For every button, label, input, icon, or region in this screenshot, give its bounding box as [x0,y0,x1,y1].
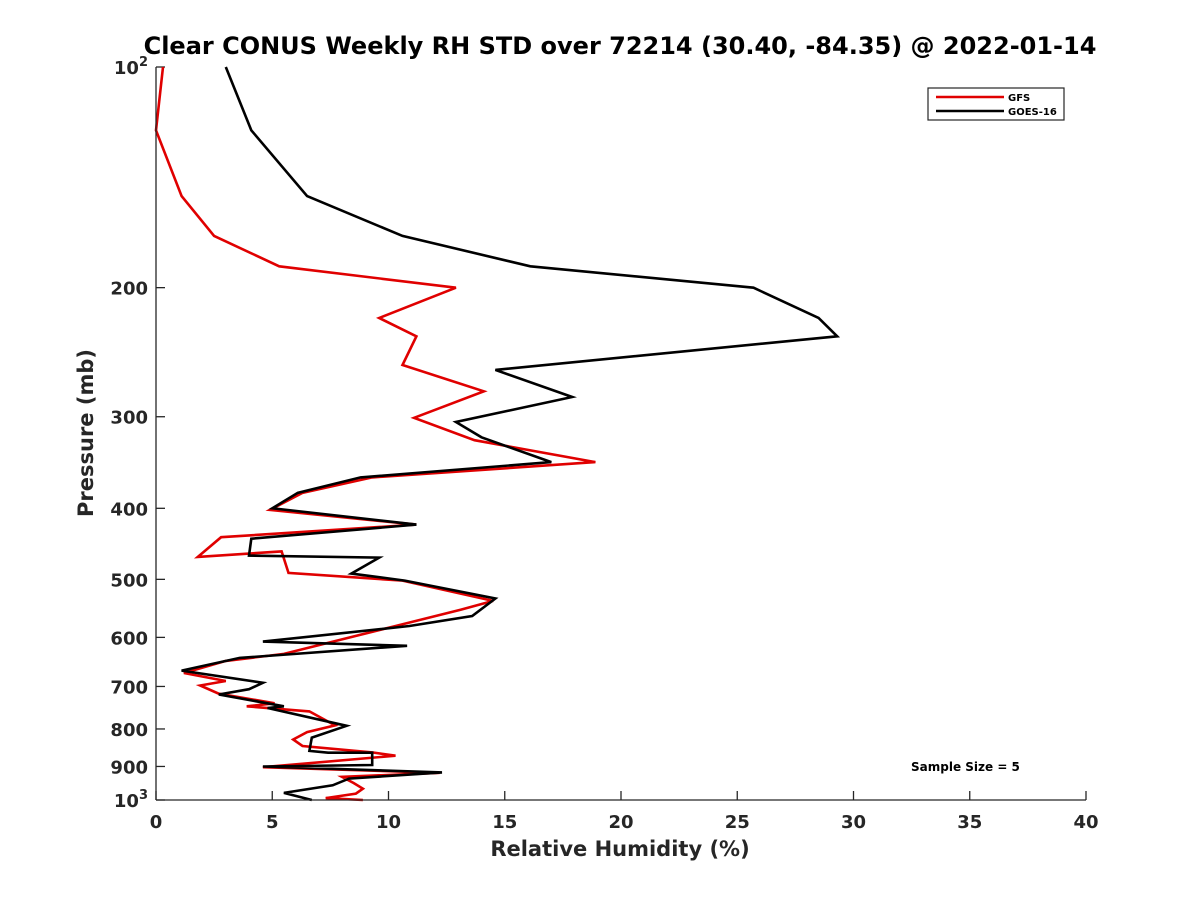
y-tick-label: 300 [110,408,148,429]
x-axis-ticks: 0 5 10 15 20 25 30 35 40 [150,791,1099,833]
y-axis-ticks: 102 200 300 400 500 600 700 800 900 103 [110,55,165,812]
y-tick-label: 400 [110,499,148,520]
legend-entry-gfs: GFS [1008,93,1030,104]
x-tick-label: 20 [608,812,633,833]
sample-size-annotation: Sample Size = 5 [911,760,1020,774]
x-tick-label: 5 [266,812,279,833]
chart-title: Clear CONUS Weekly RH STD over 72214 (30… [144,32,1097,60]
series-lines [154,66,841,802]
y-tick-label: 600 [110,628,148,649]
y-tick-label: 102 [114,55,148,79]
x-tick-label: 40 [1073,812,1098,833]
y-tick-label: 200 [110,279,148,300]
legend-box [927,87,1065,121]
legend-entry-goes16: GOES-16 [1008,107,1057,118]
y-tick-label: 103 [114,788,148,812]
x-tick-label: 25 [725,812,750,833]
x-tick-label: 35 [957,812,982,833]
x-tick-label: 30 [841,812,866,833]
x-tick-label: 15 [492,812,517,833]
y-tick-label: 800 [110,720,148,741]
y-axis-label: Pressure (mb) [74,349,98,517]
y-tick-label: 700 [110,677,148,698]
x-tick-label: 10 [376,812,401,833]
y-tick-label: 500 [110,570,148,591]
legend: GFS GOES-16 [927,87,1065,121]
plot-area [156,67,1086,800]
series-line-goes16 [181,66,841,802]
x-tick-label: 0 [150,812,163,833]
y-tick-label: 900 [110,757,148,778]
x-axis-label: Relative Humidity (%) [490,837,749,861]
